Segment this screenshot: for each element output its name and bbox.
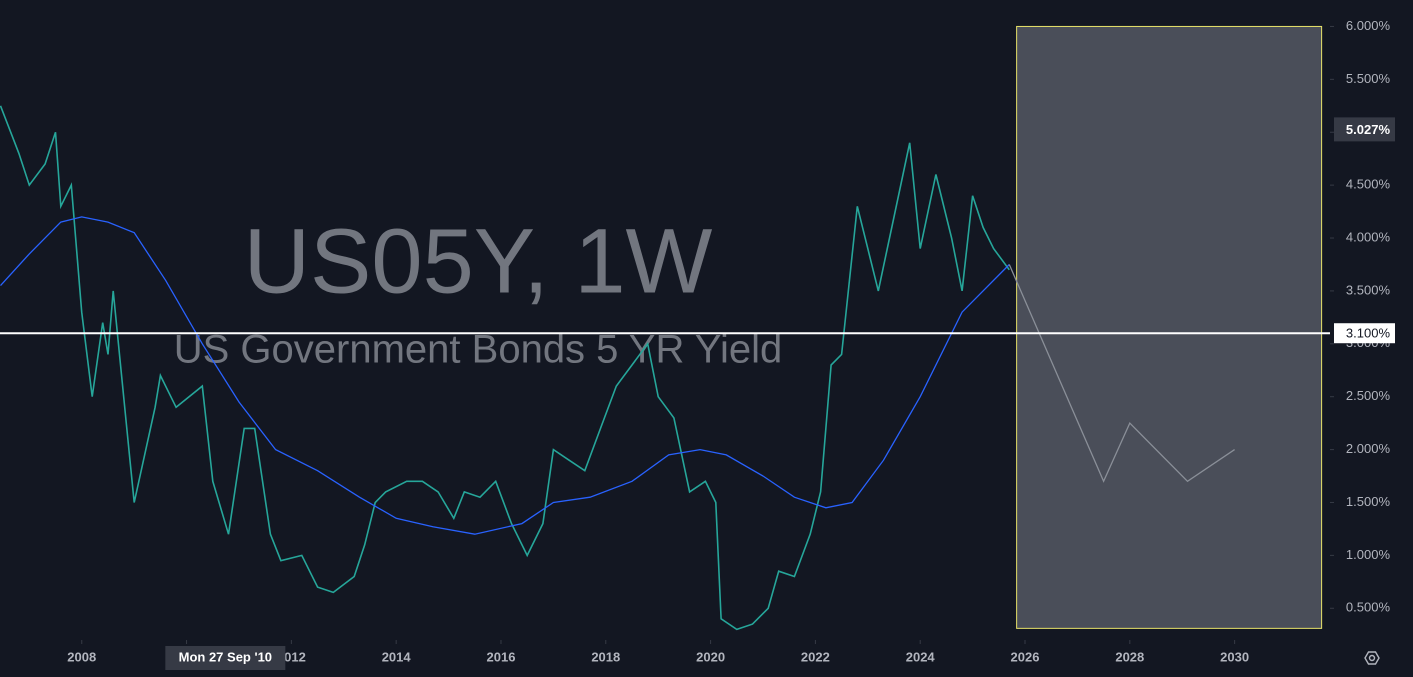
series-line — [0, 216, 1010, 535]
x-tick-label: 2030 — [1220, 649, 1249, 664]
y-tick-label: 3.500% — [1346, 282, 1391, 297]
last-price-bg — [1334, 117, 1395, 142]
y-tick-label: 1.000% — [1346, 547, 1391, 562]
x-tick-label: 2020 — [696, 649, 725, 664]
y-tick-label: 4.000% — [1346, 229, 1391, 244]
hline-label-bg — [1334, 323, 1395, 344]
x-tick-label: 2022 — [801, 649, 830, 664]
series-line — [0, 105, 1010, 631]
y-tick-label: 2.500% — [1346, 388, 1391, 403]
watermark: US05Y, 1W US Government Bonds 5 YR Yield — [174, 210, 782, 371]
x-tick-label: 2026 — [1011, 649, 1040, 664]
x-tick-label: 2018 — [591, 649, 620, 664]
series-line — [1008, 264, 1235, 483]
last-price-label: 5.027% — [1346, 122, 1391, 137]
x-tick-label: 2028 — [1115, 649, 1144, 664]
watermark-subtitle: US Government Bonds 5 YR Yield — [174, 328, 782, 372]
hline-label: 3.100% — [1346, 326, 1391, 341]
y-tick-label: 5.500% — [1346, 71, 1391, 86]
x-tick-label: 2016 — [487, 649, 516, 664]
crosshair-label-bg — [165, 646, 286, 670]
x-tick-label: 2008 — [67, 649, 96, 664]
y-tick-label: 0.500% — [1346, 600, 1391, 615]
y-tick-label: 2.000% — [1346, 441, 1391, 456]
projection-box — [1016, 25, 1323, 629]
plot-area — [0, 25, 1330, 631]
watermark-title: US05Y, 1W — [244, 210, 713, 312]
x-tick-label: 2024 — [906, 649, 936, 664]
y-tick-label: 4.500% — [1346, 177, 1391, 192]
settings-hex[interactable] — [1364, 651, 1380, 665]
settings-icon[interactable] — [1364, 651, 1380, 665]
y-tick-label: 1.500% — [1346, 494, 1391, 509]
settings-dot[interactable] — [1368, 654, 1376, 662]
x-tick-label: 2014 — [382, 649, 412, 664]
y-tick-label: 6.000% — [1346, 18, 1391, 33]
axes: 0.500%1.000%1.500%2.000%2.500%3.000%3.50… — [67, 18, 1395, 670]
crosshair-label: Mon 27 Sep '10 — [179, 649, 272, 664]
